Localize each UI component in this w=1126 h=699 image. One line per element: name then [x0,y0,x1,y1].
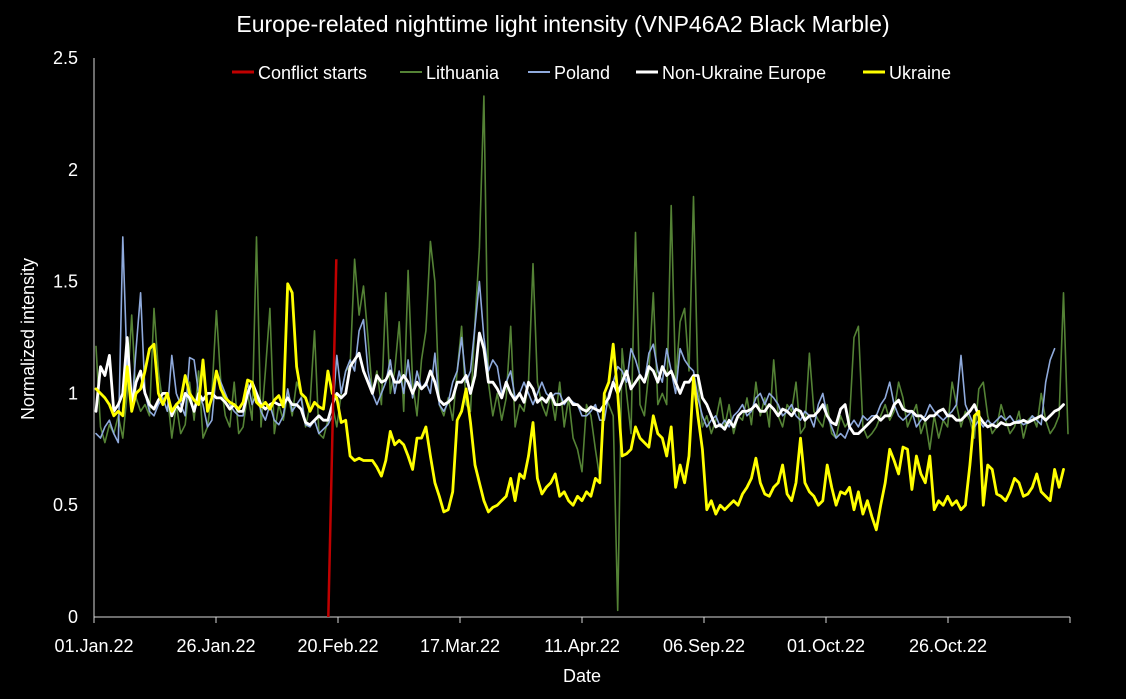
x-tick-label: 01.Oct.22 [787,636,865,656]
chart-title: Europe-related nighttime light intensity… [236,11,889,37]
legend-label: Poland [554,63,610,83]
conflict-start-line [327,259,338,618]
x-tick-label: 20.Feb.22 [297,636,378,656]
y-axis: 0 0.5 1 1.5 2 2.5 [53,48,95,627]
x-tick-label: 01.Jan.22 [54,636,133,656]
legend-item: Conflict starts [232,63,367,83]
legend-item: Poland [528,63,610,83]
series-line-non-ukraine-europe [94,331,1065,436]
plot-area [94,95,1069,618]
y-tick-label: 2.5 [53,48,78,68]
series-line-lithuania [95,95,1069,612]
legend-item: Lithuania [400,63,500,83]
legend-label: Ukraine [889,63,951,83]
x-axis: 01.Jan.22 26.Jan.22 20.Feb.22 17.Mar.22 11.A… [54,616,1071,656]
y-axis-label: Normalized intensity [18,258,38,420]
x-axis-label: Date [563,666,601,686]
legend-item: Non-Ukraine Europe [636,63,826,83]
y-tick-label: 2 [68,160,78,180]
x-tick-label: 17.Mar.22 [420,636,500,656]
x-tick-label: 11.Apr.22 [544,636,620,656]
y-tick-label: 1.5 [53,272,78,292]
legend-label: Lithuania [426,63,500,83]
y-tick-label: 0 [68,607,78,627]
legend-label: Non-Ukraine Europe [662,63,826,83]
y-tick-label: 0.5 [53,495,78,515]
legend-label: Conflict starts [258,63,367,83]
legend-item: Ukraine [863,63,951,83]
x-tick-label: 06.Sep.22 [663,636,745,656]
chart-legend: Conflict starts Lithuania Poland Non-Ukrain… [232,63,951,83]
y-tick-label: 1 [68,383,78,403]
x-tick-label: 26.Jan.22 [176,636,255,656]
x-tick-label: 26.Oct.22 [909,636,987,656]
series-line-ukraine [94,282,1065,532]
